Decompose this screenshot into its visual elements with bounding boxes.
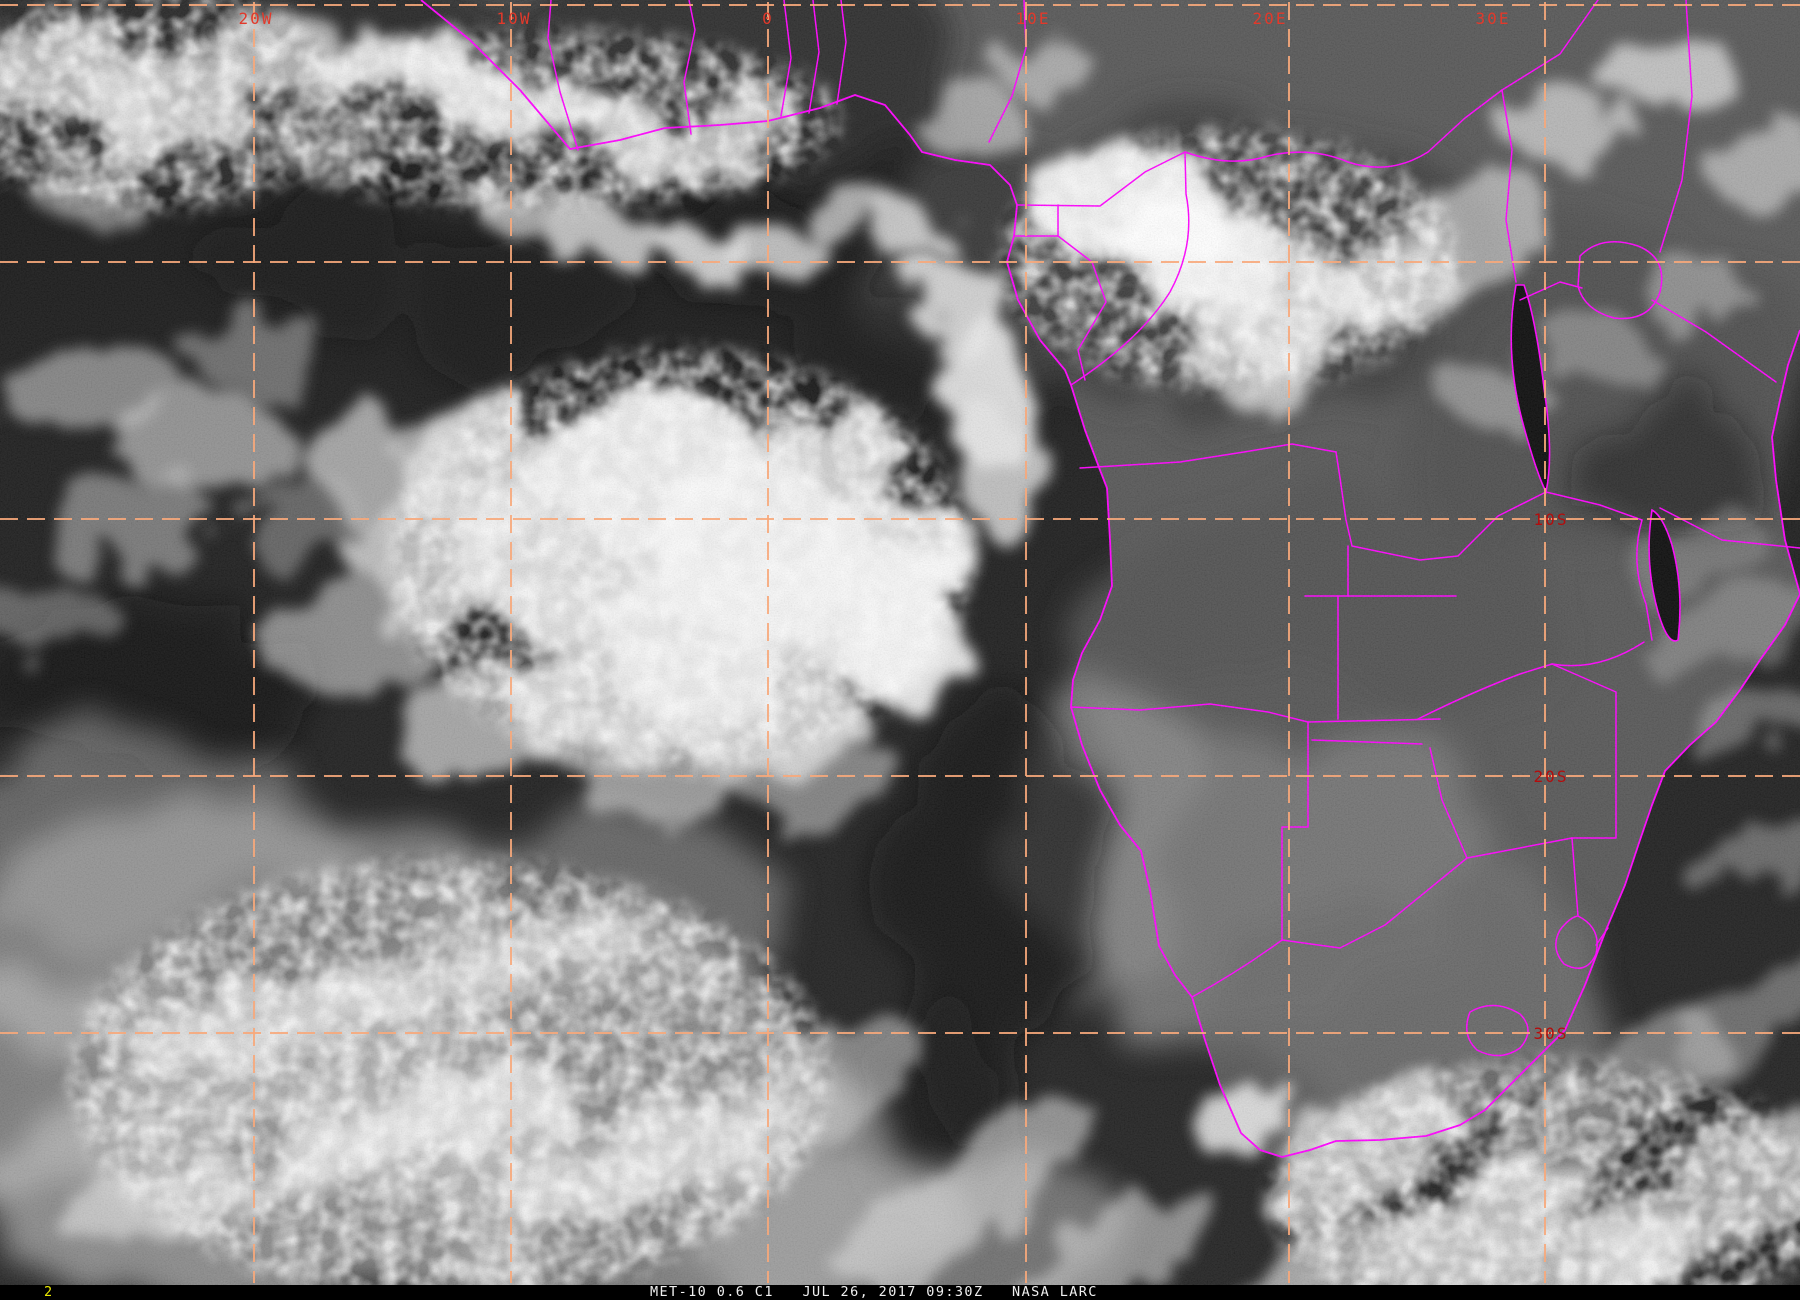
longitude-label: 20E [1253, 9, 1288, 28]
latitude-label: 30S [1534, 1024, 1569, 1043]
longitude-label: 10W [497, 9, 532, 28]
longitude-label: 20W [239, 9, 274, 28]
latlon-grid-labels: 20W 10W 0 10E 20E 30E 10S 20S 30S [239, 9, 1569, 1043]
latitude-label: 10S [1534, 510, 1569, 529]
caption-text: MET-10 0.6 C1 JUL 26, 2017 09:30Z NASA L… [650, 1284, 1098, 1300]
frame-number-label: 2 [44, 1284, 53, 1300]
latitude-label: 20S [1534, 767, 1569, 786]
longitude-label: 0 [762, 9, 774, 28]
caption-bar: 2 MET-10 0.6 C1 JUL 26, 2017 09:30Z NASA… [0, 1285, 1800, 1300]
longitude-label: 30E [1476, 9, 1511, 28]
longitude-label: 10E [1016, 9, 1051, 28]
